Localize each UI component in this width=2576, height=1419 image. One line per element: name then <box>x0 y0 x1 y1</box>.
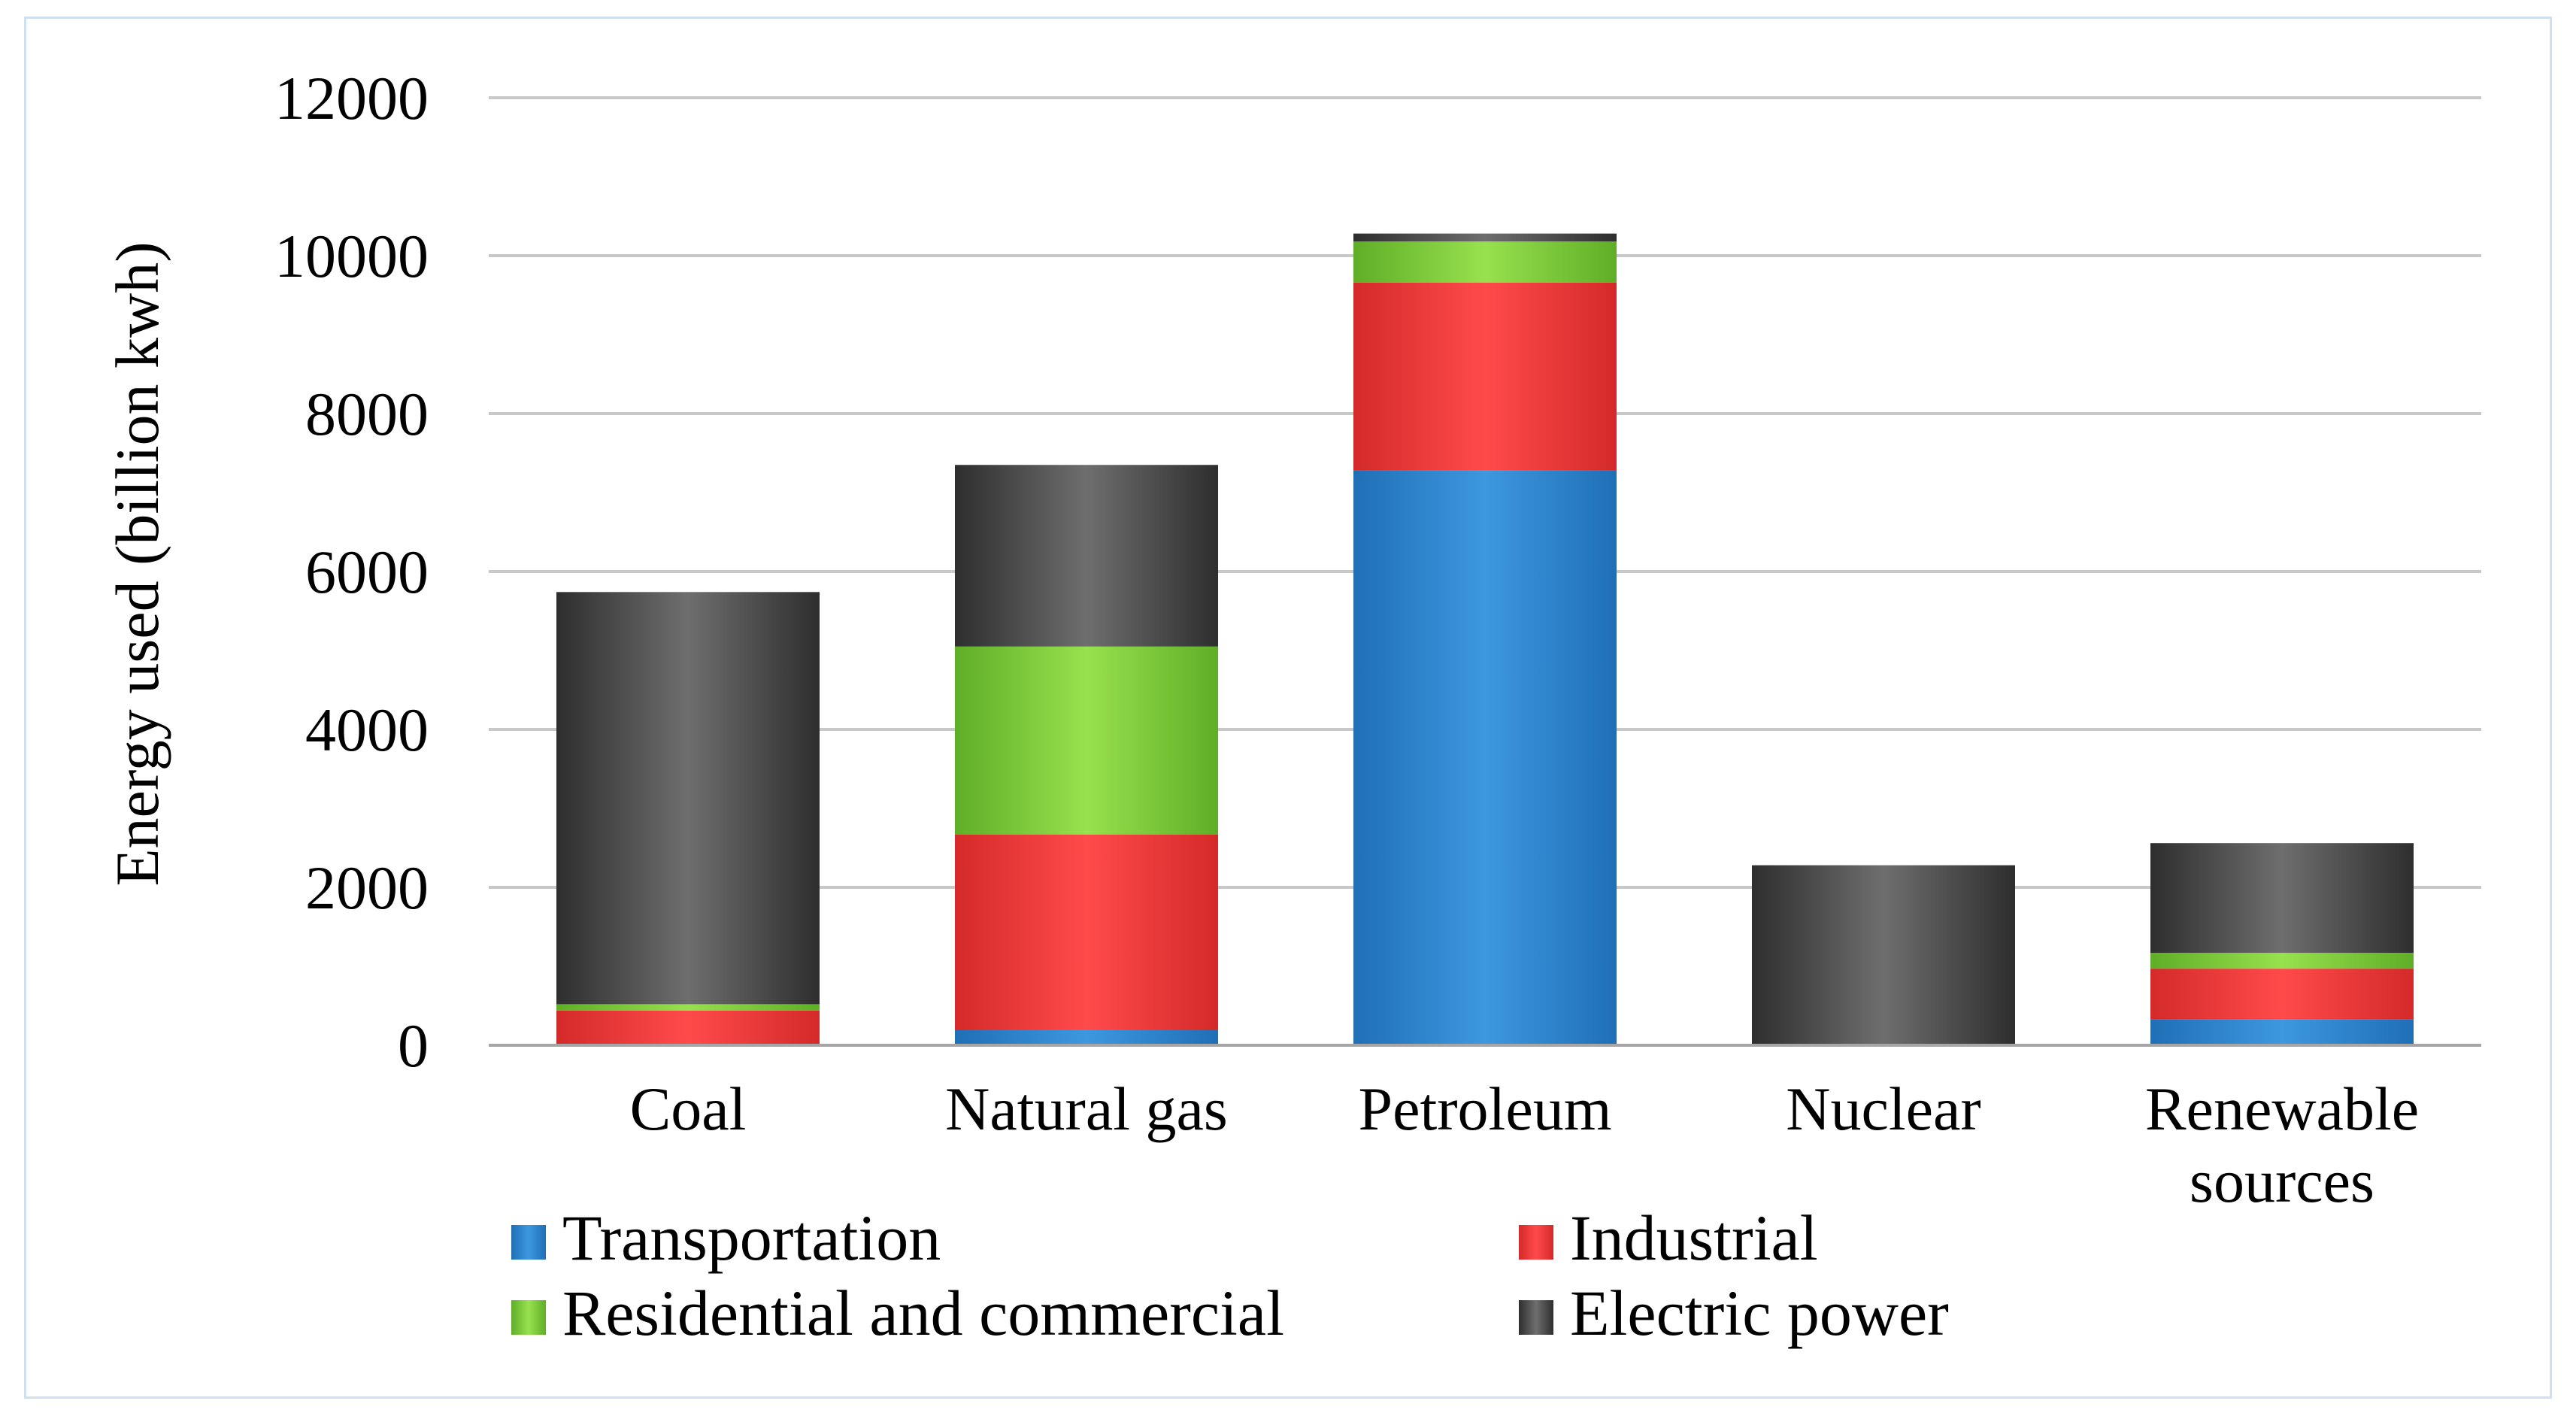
bar-segment <box>2150 843 2414 954</box>
x-tick-label-line: Natural gas <box>945 1075 1228 1143</box>
legend-label: Electric power <box>1570 1277 1949 1349</box>
bar-segment <box>955 834 1218 1029</box>
y-tick-label: 2000 <box>305 854 429 922</box>
chart-frame <box>24 17 2552 1399</box>
y-tick-label: 0 <box>398 1011 429 1080</box>
legend-label: Transportation <box>562 1202 941 1274</box>
x-tick-label: Natural gas <box>945 1075 1228 1143</box>
x-tick-label: Coal <box>630 1075 747 1143</box>
bar-segment <box>2150 953 2414 969</box>
x-tick-label-line: Renewable <box>2145 1075 2419 1143</box>
bar-segment <box>955 465 1218 647</box>
y-tick-label: 10000 <box>274 222 429 290</box>
legend-swatch <box>1519 1225 1553 1260</box>
legend-swatch <box>511 1225 546 1260</box>
bar-segment <box>955 646 1218 835</box>
y-tick-labels: 0 2000 4000 6000 8000 10000 12000 <box>274 64 429 1080</box>
bar-segment <box>2150 969 2414 1020</box>
x-tick-label: Renewable sources <box>2145 1075 2419 1215</box>
y-tick-label: 12000 <box>274 64 429 132</box>
x-tick-label: Petroleum <box>1358 1075 1611 1143</box>
bar-segment <box>556 1010 820 1045</box>
x-tick-label-line: Petroleum <box>1358 1075 1611 1143</box>
y-tick-label: 8000 <box>305 380 429 448</box>
y-tick-label: 6000 <box>305 538 429 606</box>
bar-segment <box>1353 233 1617 242</box>
bar-segment <box>2150 1019 2414 1045</box>
legend-label: Industrial <box>1570 1202 1818 1274</box>
bar-segment <box>1353 241 1617 283</box>
legend-swatch <box>1519 1300 1553 1335</box>
legend-label: Residential and commercial <box>562 1277 1284 1349</box>
bar-segment <box>556 592 820 1005</box>
bar-segment <box>1353 470 1617 1045</box>
legend: Transportation Industrial Residential and … <box>511 1202 1949 1349</box>
bar-segment <box>556 1004 820 1011</box>
x-tick-label-line: Coal <box>630 1075 747 1143</box>
bar-segment <box>1353 282 1617 471</box>
bar-segment <box>955 1029 1218 1045</box>
bar-segment <box>1752 865 2015 1045</box>
y-axis-title: Energy used (billion kwh) <box>103 241 171 886</box>
x-tick-label-line: Nuclear <box>1786 1075 1981 1143</box>
legend-swatch <box>511 1300 546 1335</box>
x-tick-label: Nuclear <box>1786 1075 1981 1143</box>
bars <box>556 233 2414 1045</box>
y-tick-label: 4000 <box>305 696 429 764</box>
x-tick-label-line: sources <box>2190 1147 2374 1215</box>
x-tick-labels: Coal Natural gas Petroleum Nuclear Renewable… <box>630 1075 2420 1215</box>
